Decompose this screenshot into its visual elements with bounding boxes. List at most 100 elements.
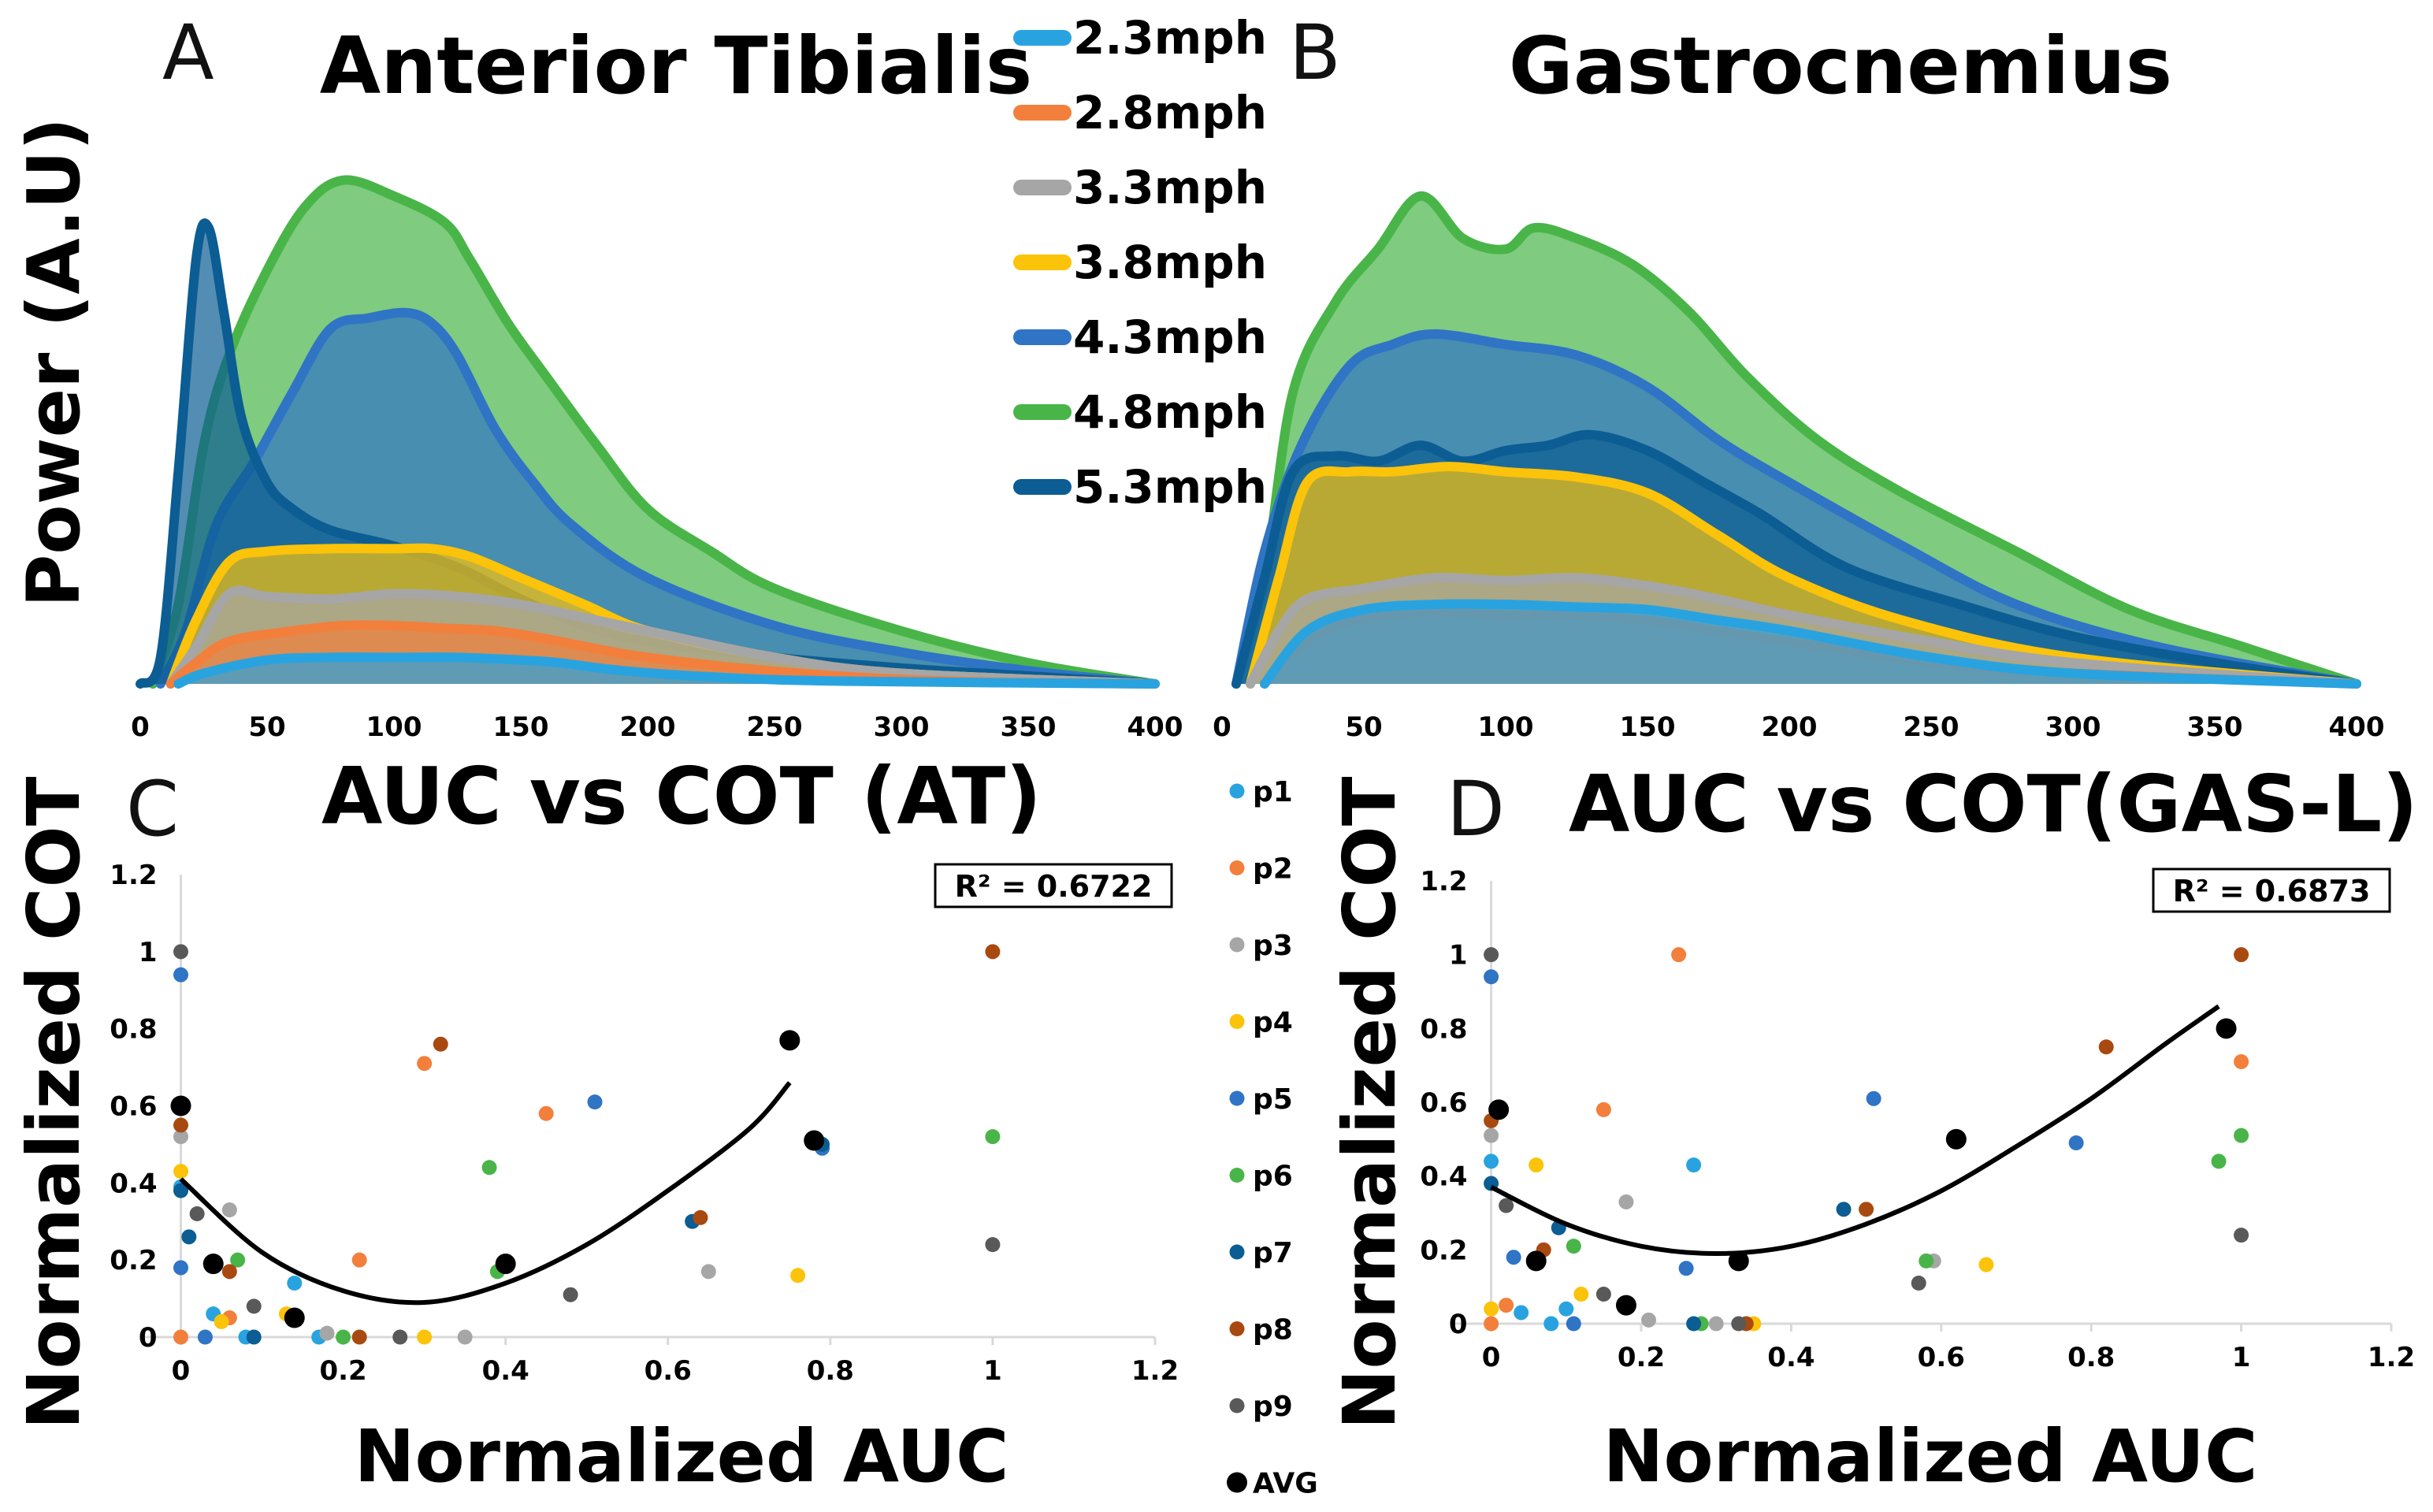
panel-d-ytick: 1 bbox=[1449, 940, 1468, 971]
panel-b-line-4-8mph bbox=[1231, 191, 2361, 689]
plot-layer: 0 50 100 150 200 250 300 350 400 0 50 100 150 200 250 3… bbox=[110, 175, 2415, 1387]
panel-b-xtick: 0 bbox=[1213, 711, 1231, 743]
panel-d-xtick: 0.4 bbox=[1767, 1342, 1815, 1373]
panel-d-xtick: 0.8 bbox=[2067, 1342, 2115, 1373]
panel-b-title: Gastrocnemius bbox=[1509, 20, 2172, 112]
panel-b-xtick: 300 bbox=[2045, 711, 2101, 743]
panel-c-point-p5 bbox=[173, 1260, 189, 1276]
participant-legend-marker bbox=[1229, 937, 1245, 953]
participant-legend-marker bbox=[1229, 1244, 1245, 1260]
participant-legend-label: p3 bbox=[1253, 930, 1293, 962]
panel-c-point-p8 bbox=[693, 1209, 708, 1225]
participant-legend-marker bbox=[1229, 1168, 1245, 1183]
panel-d-point-p1 bbox=[1686, 1157, 1702, 1173]
panel-c-xtick: 0.2 bbox=[319, 1355, 366, 1387]
panel-a-line-3-3mph bbox=[165, 585, 1160, 689]
panel-a-xtick: 250 bbox=[747, 711, 803, 743]
speed-legend-label: 2.8mph bbox=[1073, 86, 1267, 139]
panel-c-point-p5 bbox=[587, 1094, 603, 1110]
participant-legend-label: p9 bbox=[1253, 1391, 1293, 1423]
panel-c-point-p2 bbox=[417, 1056, 433, 1072]
panel-a-xtick: 300 bbox=[874, 711, 930, 743]
participant-legend-marker bbox=[1229, 1398, 1245, 1414]
panel-d-point-avg bbox=[1728, 1250, 1749, 1272]
participant-legend-label: p7 bbox=[1253, 1237, 1293, 1269]
participant-legend-label: p2 bbox=[1253, 853, 1293, 886]
panel-c-ytick: 0 bbox=[139, 1322, 158, 1354]
panel-c-point-p2 bbox=[538, 1105, 554, 1121]
panel-c-point-p1 bbox=[287, 1276, 303, 1291]
panel-c-xtick: 0.8 bbox=[807, 1355, 854, 1387]
panel-d-point-p8 bbox=[2098, 1039, 2114, 1055]
panel-c-point-avg bbox=[495, 1254, 516, 1275]
panel-c-point-p9 bbox=[985, 1237, 1001, 1253]
panel-d-point-avg bbox=[2216, 1018, 2237, 1039]
panel-d-point-avg bbox=[1945, 1128, 1967, 1150]
panel-d-point-p6 bbox=[1566, 1239, 1581, 1254]
panel-d-plot: 0 0.2 0.4 0.6 0.8 1 1.2 0 0.2 0.4 0.6 0.8 1 1.2 bbox=[1420, 866, 2415, 1373]
panel-d-xtick: 1.2 bbox=[2368, 1342, 2415, 1373]
panel-d-point-p6 bbox=[2211, 1154, 2227, 1169]
panel-d-point-avg bbox=[1615, 1295, 1636, 1316]
speed-legend-label: 4.8mph bbox=[1073, 385, 1267, 439]
panel-d-point-p4 bbox=[1978, 1257, 1994, 1272]
panel-d-point-p4 bbox=[1484, 1301, 1499, 1317]
panel-c-xtick: 1.2 bbox=[1131, 1355, 1179, 1387]
panel-a-xtick: 200 bbox=[620, 711, 676, 743]
participant-legend-label: AVG bbox=[1253, 1468, 1318, 1500]
panel-d-point-p1 bbox=[1484, 1154, 1499, 1169]
participant-legend-label: p6 bbox=[1253, 1161, 1293, 1193]
panel-c-point-p2 bbox=[173, 1329, 189, 1345]
panel-c-xtick: 0 bbox=[172, 1355, 191, 1387]
panel-d-point-p3 bbox=[1708, 1316, 1724, 1332]
panel-c-xlabel: Normalized AUC bbox=[354, 1414, 1008, 1499]
speed-legend-label: 5.3mph bbox=[1073, 460, 1267, 514]
participant-legend-label: p1 bbox=[1253, 776, 1293, 808]
panel-d-xtick: 1 bbox=[2232, 1342, 2251, 1373]
panel-c-xtick: 1 bbox=[983, 1355, 1002, 1387]
panel-c-point-p9 bbox=[563, 1287, 578, 1302]
panel-c-title: AUC vs COT (AT) bbox=[321, 750, 1042, 842]
panel-d-point-p1 bbox=[1558, 1301, 1574, 1317]
panel-d-point-p1 bbox=[1543, 1316, 1559, 1332]
panel-c-point-p6 bbox=[336, 1329, 351, 1345]
panel-d-point-p9 bbox=[2234, 1228, 2249, 1243]
panel-a-line-2-3mph bbox=[173, 652, 1160, 689]
panel-b-xtick: 250 bbox=[1904, 711, 1959, 743]
panel-c-ytick: 0.6 bbox=[110, 1091, 157, 1123]
participant-legend-label: p4 bbox=[1253, 1007, 1293, 1039]
panel-c-plot: 0 0.2 0.4 0.6 0.8 1 1.2 0 0.2 0.4 0.6 0.8 1 1.2 bbox=[110, 860, 1179, 1387]
panel-d-point-p5 bbox=[1484, 969, 1499, 985]
panel-d-trendline bbox=[1490, 1004, 2220, 1257]
participant-legend-marker bbox=[1227, 1472, 1247, 1493]
panel-c-point-p6 bbox=[481, 1160, 497, 1176]
panel-c-ylabel: Normalized COT bbox=[12, 776, 96, 1429]
panel-d-point-p4 bbox=[1529, 1157, 1544, 1173]
panel-d-point-p3 bbox=[1641, 1312, 1657, 1328]
panel-d-point-p9 bbox=[1731, 1316, 1747, 1332]
panel-d-point-p9 bbox=[1484, 947, 1499, 963]
panel-c-ytick: 1.2 bbox=[110, 860, 157, 891]
panel-c-ytick: 0.8 bbox=[110, 1014, 157, 1046]
panel-d-point-p2 bbox=[1671, 947, 1687, 963]
panel-d-point-p8 bbox=[2234, 947, 2249, 963]
panel-letter-a: A bbox=[162, 9, 214, 97]
speed-legend: 2.3mph 2.8mph 3.3mph 3.8mph 4.3mph 4.8mph 5.3m… bbox=[1013, 11, 1267, 514]
panel-c-point-p8 bbox=[351, 1329, 367, 1345]
panel-c-ytick: 0.2 bbox=[110, 1245, 157, 1276]
participant-legend-label: p5 bbox=[1253, 1083, 1293, 1116]
panel-d-point-p8 bbox=[1859, 1202, 1874, 1217]
panel-b-line-4-3mph bbox=[1231, 329, 2361, 689]
panel-c-point-p9 bbox=[189, 1206, 205, 1221]
panel-d-ytick: 0.2 bbox=[1420, 1235, 1467, 1266]
panel-d-ylabel: Normalized COT bbox=[1328, 776, 1412, 1429]
panel-b-xtick: 150 bbox=[1620, 711, 1676, 743]
panel-c-point-p3 bbox=[173, 1129, 189, 1145]
panel-b-plot: 0 50 100 150 200 250 300 350 400 bbox=[1213, 191, 2384, 743]
participant-legend-marker bbox=[1229, 860, 1245, 875]
panel-c-point-p7 bbox=[246, 1329, 262, 1345]
speed-legend-label: 2.3mph bbox=[1073, 11, 1267, 65]
panel-d-ytick: 0.4 bbox=[1420, 1161, 1467, 1193]
panel-c-point-p2 bbox=[351, 1252, 367, 1268]
panel-d-point-p2 bbox=[1595, 1101, 1611, 1117]
